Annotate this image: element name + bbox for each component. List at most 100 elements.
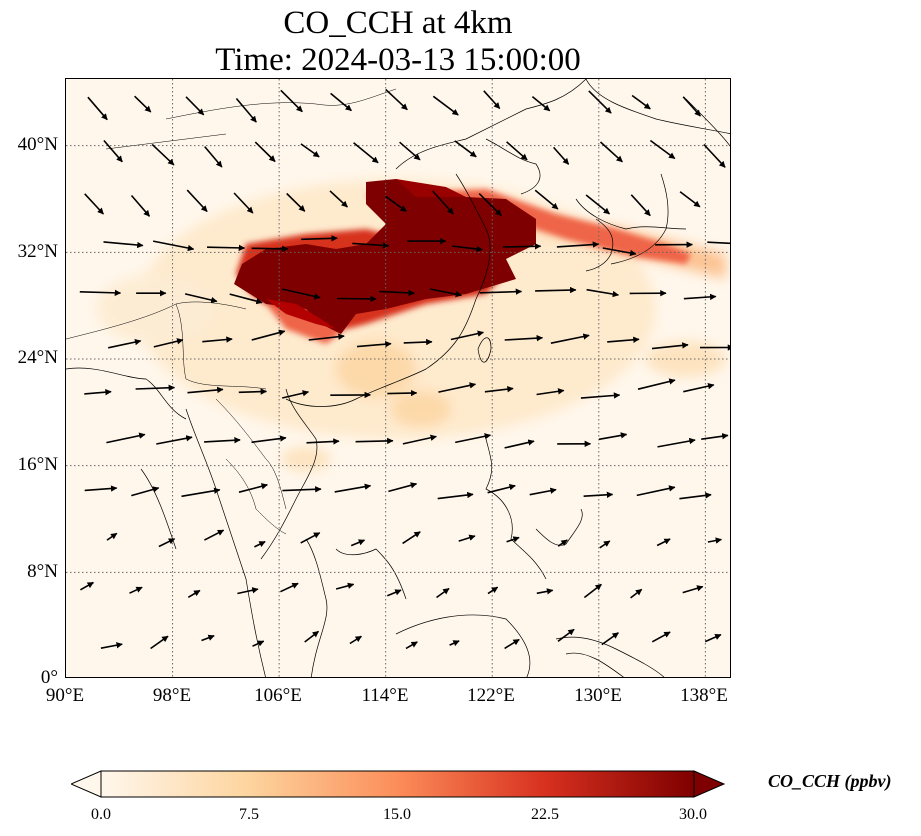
wind-arrow bbox=[129, 586, 143, 594]
wind-arrow bbox=[353, 142, 379, 164]
wind-arrow bbox=[329, 190, 348, 208]
wind-arrow bbox=[536, 388, 565, 396]
wind-arrow bbox=[103, 139, 123, 163]
wind-arrow bbox=[657, 437, 696, 448]
wind-arrow bbox=[80, 581, 94, 591]
wind-arrow bbox=[106, 432, 146, 444]
wind-arrow bbox=[429, 288, 463, 298]
wind-arrow bbox=[504, 334, 544, 342]
wind-arrow bbox=[387, 389, 418, 397]
wind-arrow bbox=[156, 435, 193, 445]
wind-arrow bbox=[458, 534, 476, 542]
wind-arrow bbox=[487, 484, 516, 494]
wind-arrow bbox=[637, 378, 676, 390]
wind-arrow bbox=[386, 589, 402, 597]
graticule bbox=[66, 79, 730, 677]
wind-arrow bbox=[330, 92, 352, 112]
wind-arrow bbox=[355, 437, 394, 445]
wind-arrow bbox=[280, 89, 303, 113]
wind-arrow bbox=[204, 437, 241, 444]
colorbar-max-extend bbox=[693, 770, 726, 798]
colorbar-min-extend bbox=[71, 770, 102, 798]
wind-arrow bbox=[707, 537, 723, 544]
colorbar-tick: 30.0 bbox=[679, 806, 707, 823]
wind-arrow bbox=[282, 390, 310, 399]
wind-arrow bbox=[557, 628, 575, 642]
lat-label-0: 0° bbox=[40, 667, 58, 688]
colorbar-tick: 15.0 bbox=[383, 806, 411, 823]
wind-arrow bbox=[233, 192, 254, 214]
wind-arrow bbox=[308, 333, 345, 341]
wind-arrow bbox=[586, 288, 620, 298]
wind-arrow bbox=[229, 293, 263, 305]
wind-arrow bbox=[679, 191, 701, 208]
wind-arrow bbox=[238, 388, 268, 395]
wind-arrow bbox=[631, 94, 651, 110]
lon-label-130e: 130°E bbox=[574, 685, 622, 706]
wind-arrow bbox=[186, 189, 208, 213]
wind-arrow bbox=[335, 582, 355, 590]
wind-arrow bbox=[583, 491, 614, 498]
wind-arrow bbox=[201, 634, 215, 642]
wind-arrow bbox=[405, 641, 418, 650]
wind-arrow bbox=[187, 589, 201, 598]
wind-arrow bbox=[286, 192, 306, 212]
wind-arrow bbox=[601, 632, 619, 646]
wind-arrow bbox=[282, 288, 321, 300]
map-panel bbox=[65, 78, 731, 678]
wind-arrow bbox=[437, 491, 474, 500]
wind-arrow bbox=[682, 585, 704, 594]
wind-arrow bbox=[504, 638, 520, 650]
wind-arrow bbox=[704, 633, 722, 643]
wind-arrow bbox=[502, 243, 542, 250]
wind-arrow bbox=[656, 538, 671, 547]
wind-arrow bbox=[455, 433, 492, 444]
lon-label-90e: 90°E bbox=[45, 685, 85, 706]
lon-label-122e: 122°E bbox=[467, 685, 515, 706]
wind-arrow bbox=[679, 492, 712, 500]
wind-arrow bbox=[181, 487, 221, 498]
wind-arrow bbox=[254, 141, 276, 163]
wind-arrow bbox=[556, 241, 600, 248]
wind-arrow bbox=[399, 141, 421, 161]
lon-label-138e: 138°E bbox=[680, 685, 728, 706]
wind-arrow bbox=[701, 433, 729, 440]
wind-arrow bbox=[87, 96, 108, 121]
wind-arrow bbox=[651, 631, 671, 643]
wind-arrow bbox=[580, 392, 621, 399]
wind-arrow bbox=[402, 531, 421, 545]
wind-arrow bbox=[479, 288, 523, 295]
wind-arrow bbox=[254, 540, 266, 548]
wind-arrow bbox=[235, 97, 257, 123]
wind-arrow bbox=[131, 486, 160, 497]
wind-arrow bbox=[130, 194, 151, 217]
wind-arrow bbox=[683, 383, 715, 393]
colorbar-tick: 7.5 bbox=[239, 806, 259, 823]
wind-arrow bbox=[135, 384, 176, 392]
wind-arrow bbox=[506, 536, 520, 543]
wind-arrow bbox=[251, 435, 287, 444]
wind-arrow bbox=[649, 139, 676, 160]
map-title: CO_CCH at 4km bbox=[283, 5, 513, 41]
wind-arrow bbox=[599, 540, 611, 549]
wind-arrow bbox=[553, 146, 570, 165]
colorbar-gradient bbox=[100, 770, 695, 798]
colorbar-label: CO_CCH (ppbv) bbox=[768, 771, 892, 791]
colorbar-tick: 0.0 bbox=[91, 806, 111, 823]
colorbar bbox=[71, 770, 726, 798]
wind-arrow bbox=[403, 338, 433, 346]
wind-arrow bbox=[151, 143, 175, 166]
wind-arrow bbox=[106, 532, 118, 541]
wind-arrow bbox=[300, 532, 321, 544]
wind-arrow bbox=[349, 635, 362, 645]
colorbar-tick: 22.5 bbox=[531, 806, 559, 823]
wind-arrow bbox=[529, 487, 557, 496]
wind-arrow bbox=[454, 140, 477, 158]
wind-arrow bbox=[682, 96, 701, 117]
wind-arrow bbox=[484, 385, 514, 393]
wind-arrow bbox=[304, 630, 320, 643]
wind-arrow bbox=[607, 336, 640, 343]
wind-arrow bbox=[483, 90, 501, 110]
wind-arrow bbox=[379, 289, 415, 297]
wind-arrow bbox=[301, 235, 338, 242]
